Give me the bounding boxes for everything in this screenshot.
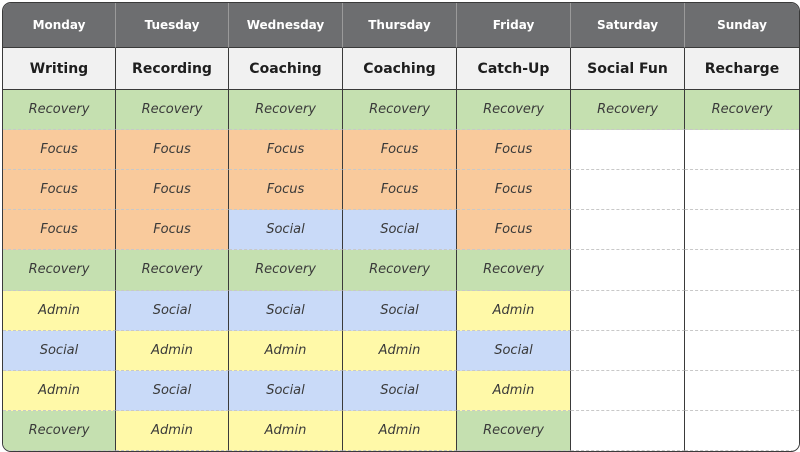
day-header-thursday: Thursday	[343, 3, 457, 48]
time-slot-cell: Social	[343, 290, 457, 331]
day-header-wednesday: Wednesday	[229, 3, 343, 48]
time-slot-cell: Focus	[116, 130, 229, 171]
time-slot-cell: Focus	[343, 130, 457, 171]
time-slot-cell: Recovery	[685, 90, 799, 130]
time-slot-cell	[571, 130, 685, 171]
time-slot-cell: Social	[3, 330, 116, 371]
time-slot-cell: Focus	[3, 170, 116, 211]
day-theme-friday: Catch-Up	[457, 48, 571, 90]
time-slot-cell: Focus	[457, 210, 571, 251]
time-slot-cell: Social	[229, 370, 343, 411]
time-slot-cell: Social	[343, 370, 457, 411]
time-slot-cell	[571, 370, 685, 411]
time-slot-cell: Focus	[116, 210, 229, 251]
time-slot-cell: Recovery	[457, 410, 571, 451]
time-slot-cell: Admin	[116, 410, 229, 451]
time-slot-cell: Social	[457, 330, 571, 371]
time-slot-cell: Focus	[229, 170, 343, 211]
time-slot-cell: Recovery	[343, 250, 457, 291]
time-slot-cell	[571, 410, 685, 451]
time-slot-cell: Social	[116, 290, 229, 331]
time-slot-cell	[571, 330, 685, 371]
day-header-tuesday: Tuesday	[116, 3, 229, 48]
time-slot-cell: Recovery	[3, 410, 116, 451]
time-slot-cell: Admin	[229, 330, 343, 371]
time-slot-cell: Admin	[3, 370, 116, 411]
time-slot-cell: Recovery	[3, 250, 116, 291]
time-slot-cell: Admin	[343, 410, 457, 451]
time-slot-cell	[571, 210, 685, 251]
day-theme-saturday: Social Fun	[571, 48, 685, 90]
time-slot-cell	[571, 170, 685, 211]
day-theme-wednesday: Coaching	[229, 48, 343, 90]
time-slot-cell: Social	[116, 370, 229, 411]
day-theme-sunday: Recharge	[685, 48, 799, 90]
time-slot-cell	[685, 130, 799, 171]
time-slot-cell	[685, 330, 799, 371]
time-slot-cell: Social	[229, 210, 343, 251]
time-slot-cell	[571, 290, 685, 331]
time-slot-cell: Admin	[116, 330, 229, 371]
time-slot-cell	[685, 210, 799, 251]
time-slot-cell: Social	[229, 290, 343, 331]
time-slot-cell: Admin	[343, 330, 457, 371]
time-slot-cell	[685, 410, 799, 451]
time-slot-cell: Focus	[229, 130, 343, 171]
time-slot-cell: Recovery	[116, 90, 229, 130]
day-header-friday: Friday	[457, 3, 571, 48]
time-slot-cell: Admin	[457, 370, 571, 411]
time-slot-cell: Focus	[116, 170, 229, 211]
time-slot-cell: Recovery	[3, 90, 116, 130]
time-slot-cell	[685, 370, 799, 411]
day-theme-thursday: Coaching	[343, 48, 457, 90]
time-slot-cell: Recovery	[457, 250, 571, 291]
day-header-monday: Monday	[3, 3, 116, 48]
time-slot-cell: Admin	[457, 290, 571, 331]
time-slot-cell: Recovery	[116, 250, 229, 291]
day-header-saturday: Saturday	[571, 3, 685, 48]
time-slot-cell	[685, 170, 799, 211]
time-slot-cell: Recovery	[229, 90, 343, 130]
time-slot-cell: Recovery	[571, 90, 685, 130]
time-slot-cell: Recovery	[229, 250, 343, 291]
time-slot-cell: Admin	[229, 410, 343, 451]
time-slot-cell: Social	[343, 210, 457, 251]
day-theme-tuesday: Recording	[116, 48, 229, 90]
time-slot-cell: Focus	[457, 130, 571, 171]
day-theme-monday: Writing	[3, 48, 116, 90]
time-slot-cell: Focus	[3, 210, 116, 251]
time-slot-cell: Focus	[3, 130, 116, 171]
day-header-sunday: Sunday	[685, 3, 799, 48]
time-slot-cell: Focus	[343, 170, 457, 211]
time-slot-cell: Admin	[3, 290, 116, 331]
time-slot-cell: Recovery	[457, 90, 571, 130]
time-slot-cell: Focus	[457, 170, 571, 211]
time-slot-cell	[685, 250, 799, 291]
time-slot-cell	[571, 250, 685, 291]
time-slot-cell	[685, 290, 799, 331]
time-slot-cell: Recovery	[343, 90, 457, 130]
